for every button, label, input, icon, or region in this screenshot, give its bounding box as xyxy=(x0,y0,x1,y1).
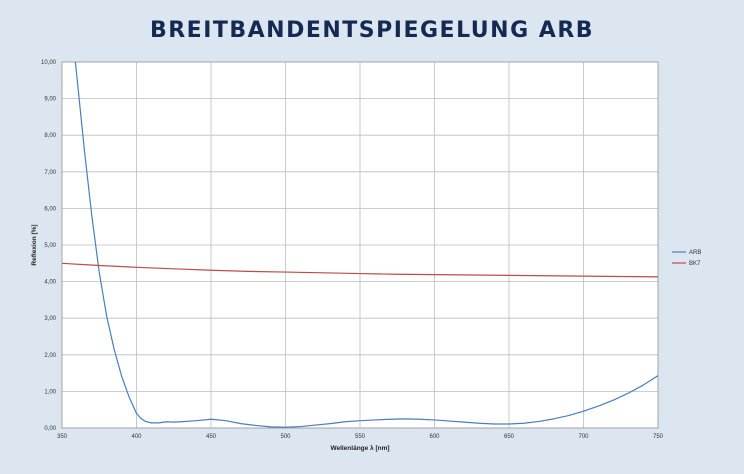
legend-label: BK7 xyxy=(689,261,701,267)
page-title: BREITBANDENTSPIEGELUNG ARB xyxy=(149,18,595,43)
x-tick-label: 400 xyxy=(131,434,142,440)
x-tick-label: 500 xyxy=(280,434,291,440)
y-tick-label: 3,00 xyxy=(44,316,56,322)
legend: ARB BK7 xyxy=(672,250,701,267)
x-tick-label: 550 xyxy=(355,434,366,440)
y-tick-label: 6,00 xyxy=(44,206,56,212)
grid xyxy=(61,61,659,429)
x-tick-label: 350 xyxy=(57,434,68,440)
y-tick-label: 7,00 xyxy=(44,170,56,176)
y-tick-label: 2,00 xyxy=(44,353,56,359)
series-line-bk7 xyxy=(62,262,658,278)
x-tick-label: 650 xyxy=(504,434,515,440)
y-axis-label: Reflexion [%] xyxy=(31,224,38,265)
x-tick-label: 750 xyxy=(653,434,664,440)
series-layer xyxy=(62,62,658,428)
y-tick-label: 9,00 xyxy=(44,97,56,103)
x-tick-label: 700 xyxy=(578,434,589,440)
y-tick-label: 4,00 xyxy=(44,280,56,286)
plot-frame xyxy=(61,61,659,429)
x-axis-label: Wellenlänge λ [nm] xyxy=(330,444,389,452)
y-tick-label: 8,00 xyxy=(44,133,56,139)
y-tick-label: 5,00 xyxy=(44,243,56,249)
tick-labels: 350 400 450 500 550 600 650 700 750 0,00 1,00 2,00 3… xyxy=(41,60,664,440)
y-tick-label: 0,00 xyxy=(44,426,56,432)
x-tick-label: 450 xyxy=(206,434,217,440)
legend-label: ARB xyxy=(689,250,701,256)
x-tick-label: 600 xyxy=(429,434,440,440)
series-line-arb xyxy=(74,62,658,428)
y-tick-label: 10,00 xyxy=(41,60,57,66)
y-tick-label: 1,00 xyxy=(44,389,56,395)
